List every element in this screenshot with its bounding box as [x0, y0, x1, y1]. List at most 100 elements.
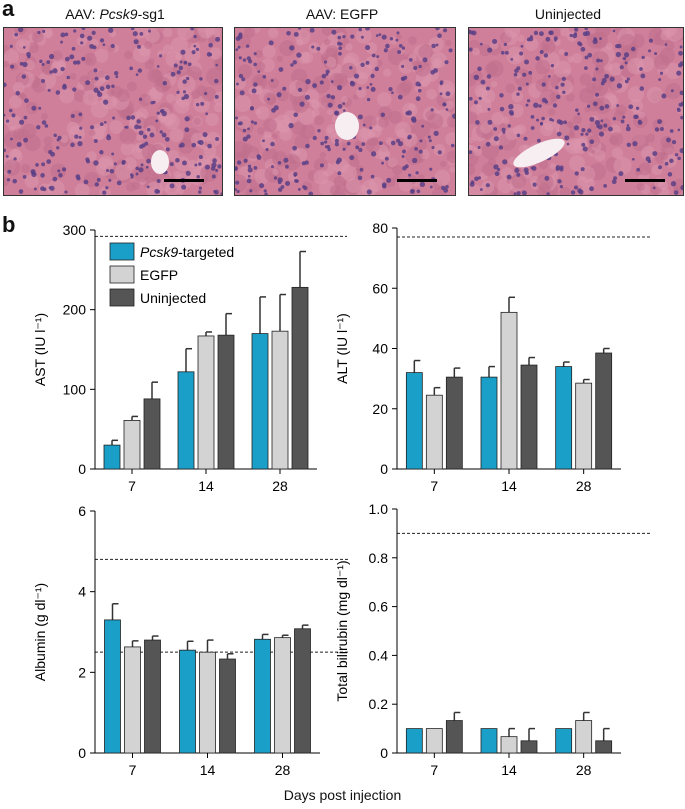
nucleus	[208, 42, 213, 48]
nucleus	[247, 167, 253, 173]
nucleus	[538, 104, 542, 108]
nucleus	[500, 50, 505, 55]
nucleus	[245, 44, 250, 48]
nucleus	[564, 52, 569, 56]
cytoplasm-patch	[312, 75, 331, 94]
bar	[480, 376, 498, 470]
y-axis-label: AST (IU l⁻¹)	[32, 313, 48, 386]
nucleus	[108, 28, 114, 33]
cytoplasm-patch	[178, 138, 194, 154]
nucleus	[676, 70, 682, 76]
nucleus	[587, 128, 592, 133]
nucleus	[609, 76, 615, 82]
cytoplasm-patch	[267, 28, 279, 39]
nucleus	[473, 100, 478, 105]
nucleus	[469, 31, 471, 34]
nucleus	[15, 90, 20, 96]
y-axis-label: Total bilirubin (mg dl⁻¹)	[334, 560, 350, 701]
nucleus	[9, 44, 13, 48]
nucleus	[639, 86, 645, 91]
nucleus	[213, 189, 219, 195]
y-tick-label: 20	[372, 401, 388, 417]
nucleus	[589, 186, 594, 192]
nucleus	[247, 164, 252, 169]
bar	[217, 334, 235, 470]
nucleus	[85, 80, 91, 86]
legend-label: EGFP	[140, 267, 178, 283]
cytoplasm-patch	[661, 142, 675, 156]
cytoplasm-patch	[469, 111, 478, 124]
cytoplasm-patch	[268, 77, 279, 89]
nucleus	[180, 49, 186, 55]
nucleus	[331, 29, 337, 35]
nucleus	[501, 127, 506, 132]
nucleus	[580, 167, 585, 172]
cytoplasm-patch	[361, 179, 378, 195]
cytoplasm-patch	[24, 174, 39, 189]
nucleus	[170, 71, 176, 77]
cytoplasm-patch	[425, 110, 436, 121]
nucleus	[603, 184, 607, 188]
nucleus	[110, 43, 115, 49]
nucleus	[604, 104, 610, 109]
cytoplasm-patch	[571, 53, 583, 64]
nucleus	[411, 157, 418, 164]
cytoplasm-patch	[593, 68, 606, 81]
nucleus	[278, 67, 284, 72]
nucleus	[679, 148, 683, 154]
nucleus	[76, 176, 81, 181]
nucleus	[587, 104, 591, 108]
nucleus	[49, 70, 53, 74]
nucleus	[409, 188, 415, 194]
nucleus	[183, 93, 190, 100]
x-tick-label: 14	[200, 762, 216, 778]
nucleus	[628, 104, 634, 110]
nucleus	[35, 163, 39, 167]
cytoplasm-patch	[426, 88, 437, 100]
bar	[595, 352, 613, 470]
cytoplasm-patch	[276, 55, 283, 62]
nucleus	[561, 76, 566, 82]
cytoplasm-patch	[184, 47, 201, 64]
nucleus	[592, 38, 598, 45]
nucleus	[508, 104, 514, 110]
nucleus	[592, 101, 598, 107]
cytoplasm-patch	[205, 112, 219, 127]
nucleus	[654, 52, 658, 56]
nucleus	[156, 111, 160, 115]
nucleus	[80, 41, 84, 45]
nucleus	[55, 90, 61, 95]
bar	[271, 330, 289, 470]
nucleus	[397, 141, 404, 147]
cytoplasm-patch	[365, 138, 381, 153]
cytoplasm-patch	[505, 83, 516, 94]
cytoplasm-patch	[40, 112, 49, 121]
cytoplasm-patch	[585, 82, 597, 94]
nucleus	[502, 130, 506, 134]
nucleus	[319, 80, 324, 85]
nucleus	[22, 45, 26, 49]
nucleus	[191, 50, 196, 55]
nucleus	[498, 145, 504, 150]
nucleus	[173, 63, 178, 68]
nucleus	[677, 128, 681, 132]
y-tick-label: 1.0	[369, 501, 389, 517]
histology-image	[235, 28, 455, 195]
cytoplasm-patch	[653, 54, 670, 70]
nucleus	[187, 62, 192, 67]
nucleus	[535, 56, 540, 61]
nucleus	[286, 30, 291, 36]
nucleus	[60, 66, 65, 72]
nucleus	[23, 137, 29, 143]
cytoplasm-patch	[432, 58, 443, 68]
nucleus	[526, 37, 531, 42]
nucleus	[575, 108, 579, 112]
cytoplasm-patch	[535, 59, 551, 75]
nucleus	[23, 115, 28, 120]
nucleus	[102, 99, 109, 105]
cytoplasm-patch	[615, 104, 627, 116]
cytoplasm-patch	[596, 85, 603, 92]
nucleus	[237, 45, 241, 49]
nucleus	[584, 55, 589, 60]
bar	[103, 444, 121, 470]
